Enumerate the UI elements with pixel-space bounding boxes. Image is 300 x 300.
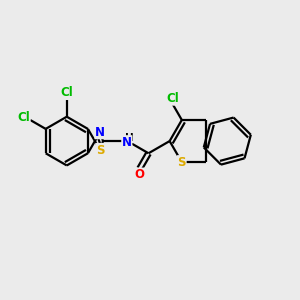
Text: N: N	[95, 126, 105, 139]
Text: Cl: Cl	[60, 86, 73, 99]
Text: Cl: Cl	[17, 110, 30, 124]
Text: N: N	[122, 136, 132, 149]
Text: S: S	[96, 143, 104, 157]
Text: S: S	[178, 156, 186, 169]
Text: H: H	[125, 133, 134, 142]
Text: O: O	[135, 168, 145, 181]
Text: Cl: Cl	[167, 92, 179, 105]
